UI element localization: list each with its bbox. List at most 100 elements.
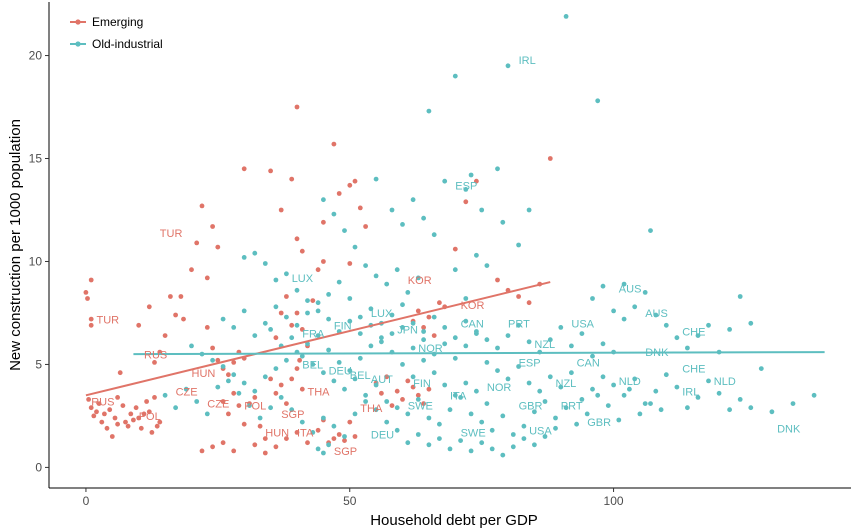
data-point [474, 178, 479, 184]
data-point [484, 360, 490, 365]
point-label: KOR [461, 300, 485, 312]
data-point [447, 407, 453, 413]
data-point [352, 244, 358, 250]
data-point [284, 357, 289, 363]
data-point [336, 279, 342, 285]
point-label: FRA [302, 329, 325, 341]
data-point [204, 275, 210, 281]
data-point [579, 331, 585, 336]
data-point [510, 444, 516, 450]
data-point [331, 211, 337, 217]
data-point [210, 357, 216, 363]
y-tick-label: 10 [29, 254, 43, 268]
point-label: HUN [265, 428, 289, 440]
data-point [384, 281, 390, 287]
point-label: DNK [645, 347, 669, 359]
data-point [331, 423, 337, 429]
data-point [310, 362, 316, 367]
point-label: DEU [371, 430, 394, 442]
data-point [410, 320, 416, 326]
point-label: TUR [97, 314, 120, 326]
x-tick-label: 100 [604, 494, 624, 508]
data-point [384, 419, 390, 425]
data-point [405, 378, 411, 384]
point-label: PRT [508, 318, 530, 330]
data-point [621, 392, 627, 398]
data-point [452, 355, 458, 361]
trend-line [133, 351, 825, 356]
data-point [663, 322, 669, 328]
data-point [632, 304, 638, 310]
data-point [117, 370, 123, 376]
data-point [748, 405, 754, 411]
data-point [241, 421, 247, 427]
axis-ticks: 0 50 100 0 5 10 15 20 [29, 49, 624, 508]
data-point [342, 434, 347, 439]
data-point [284, 271, 289, 277]
point-label: NOR [487, 382, 512, 394]
data-point [231, 390, 237, 396]
data-point [415, 308, 421, 314]
data-point [611, 308, 616, 314]
data-point [590, 386, 595, 392]
data-point [405, 440, 411, 446]
data-point [737, 294, 743, 299]
data-point [204, 325, 210, 330]
data-point [368, 343, 374, 349]
data-point [569, 370, 574, 376]
data-point [268, 327, 273, 332]
data-point [347, 368, 353, 373]
data-point [542, 434, 548, 439]
data-point [479, 419, 485, 425]
data-point [315, 308, 321, 314]
legend: Emerging Old-industrial [70, 15, 163, 51]
data-point [384, 399, 390, 404]
data-point [294, 236, 300, 242]
data-point [173, 405, 179, 411]
data-point [563, 14, 569, 19]
data-point [421, 337, 426, 343]
data-point [452, 392, 458, 398]
data-point [268, 405, 273, 411]
data-point [220, 440, 226, 446]
data-point [521, 423, 527, 429]
point-label: CHE [682, 364, 705, 376]
data-point [400, 325, 405, 330]
x-tick-label: 50 [343, 494, 357, 508]
data-point [273, 335, 279, 341]
data-point [758, 366, 764, 371]
data-point [695, 333, 701, 338]
data-point [495, 166, 500, 172]
point-label: SWE [461, 428, 486, 440]
data-point [120, 403, 126, 408]
point-label: HUN [192, 368, 216, 380]
point-label: NOR [418, 343, 443, 355]
data-point [605, 403, 611, 408]
data-point [379, 339, 384, 345]
data-point [347, 296, 353, 301]
data-point [484, 337, 490, 343]
data-point [410, 374, 416, 380]
data-point [284, 294, 289, 299]
data-point [305, 310, 310, 316]
data-point [621, 316, 627, 322]
data-point [131, 417, 136, 423]
data-point [368, 306, 374, 312]
data-point [611, 382, 616, 388]
point-label: NLD [619, 376, 641, 388]
data-point [262, 374, 268, 380]
point-label: ESP [519, 358, 541, 370]
data-point [431, 232, 437, 238]
data-point [336, 360, 342, 365]
data-point [128, 411, 134, 417]
data-point [458, 395, 463, 400]
data-point [468, 172, 474, 178]
data-point [468, 411, 474, 417]
data-point [415, 392, 421, 398]
point-label: LUX [371, 308, 393, 320]
point-label: NZL [534, 339, 555, 351]
data-point [452, 335, 458, 341]
data-point [363, 263, 368, 268]
data-point [394, 405, 400, 411]
data-point [363, 399, 368, 404]
